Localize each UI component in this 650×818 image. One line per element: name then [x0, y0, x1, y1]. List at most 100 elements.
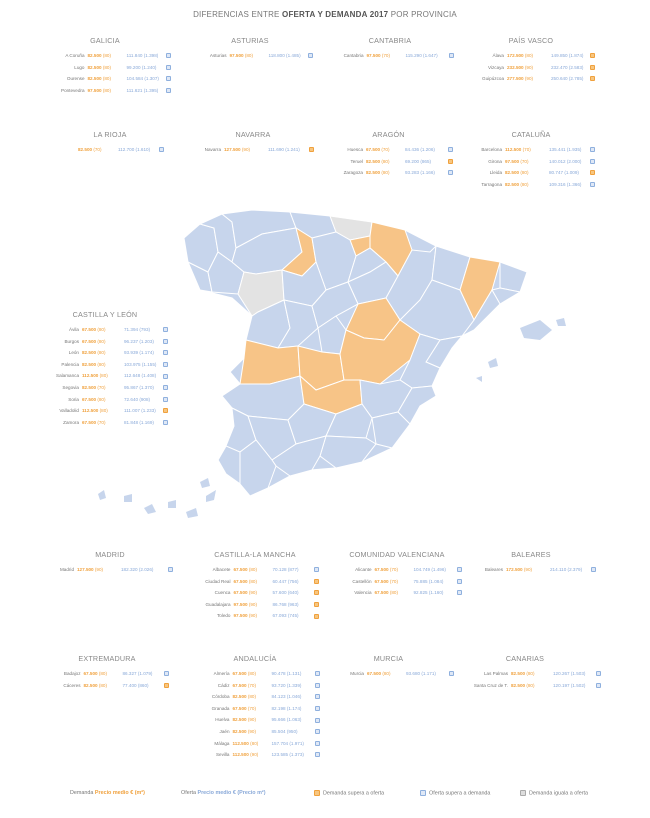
house-blue-icon — [596, 682, 601, 688]
province-name: Ávila — [69, 327, 79, 332]
province-rows: Huesca 67.500 (70) 84.436 (1.206) Teruel 82.… — [316, 144, 461, 179]
house-blue-icon — [314, 717, 320, 723]
house-orange-icon — [313, 613, 319, 619]
house-blue-icon — [165, 53, 171, 59]
house-orange-icon — [590, 170, 595, 176]
demand-price: 112.500 (80) — [82, 373, 108, 379]
province-rows: Murcia 67.500 (80) 93.680 (1.171) — [316, 668, 461, 680]
offer-price: 157.704 (1.971) — [271, 740, 304, 746]
province-name: Teruel — [350, 158, 363, 164]
province-name: Cuenca — [214, 590, 231, 596]
offer-price: 118.800 (1.485) — [268, 53, 301, 58]
house-blue-icon — [591, 567, 596, 573]
demand-price: 172.500 (80) — [507, 53, 534, 58]
legend-demand: Demanda Precio medio € (m²) — [70, 790, 145, 796]
province-name: Zaragoza — [343, 170, 363, 176]
region-13: EXTREMADURA Badajoz 67.500 (80) 86.327 (1.0… — [32, 654, 182, 691]
province-name: Guadalajara — [205, 601, 231, 607]
demand-price: 97.500 (80) — [87, 87, 112, 93]
province-name: Cádiz — [217, 682, 230, 688]
offer-price: 214.110 (2.379) — [550, 567, 583, 572]
house-blue-icon — [314, 729, 320, 735]
demand-price: 82.500 (80) — [82, 350, 106, 356]
demand-price: 82.500 (90) — [232, 717, 257, 723]
house-blue-icon — [314, 671, 320, 677]
demand-price: 67.500 (80) — [83, 671, 108, 676]
legend-offer-exceeds: Oferta supera a demanda — [420, 790, 490, 796]
demand-price: 82.500 (70) — [78, 147, 102, 152]
house-blue-icon — [448, 170, 453, 176]
offer-price: 95.867 (1.370) — [124, 384, 154, 390]
demand-price: 127.500 (90) — [77, 567, 104, 572]
offer-price: 93.720 (1.339) — [271, 682, 302, 688]
house-blue-icon — [590, 147, 595, 153]
demand-price: 67.500 (70) — [232, 682, 257, 688]
offer-price: 90.478 (1.131) — [271, 671, 302, 676]
region-8: CASTILLA Y LEÓN Ávila 67.500 (80) 71.394 (7… — [30, 310, 180, 428]
offer-price: 112.648 (1.408) — [124, 373, 157, 379]
province-rows: Alicante 67.500 (70) 104.749 (1.496) Castel… — [322, 564, 472, 599]
house-blue-icon — [448, 147, 453, 153]
offer-price: 232.470 (2.583) — [551, 64, 584, 70]
province-name: Lleida — [489, 170, 502, 176]
house-blue-icon — [590, 182, 595, 188]
offer-price: 77.400 (860) — [122, 682, 149, 688]
house-blue-icon — [163, 327, 168, 333]
region-5: NAVARRA Navarra 127.500 (90) 111.690 (1.241… — [188, 130, 318, 156]
province-rows: 82.500 (70) 112.700 (1.610) — [50, 144, 170, 156]
region-title: MURCIA — [373, 654, 404, 663]
province-name: Valencia — [354, 590, 372, 596]
demand-price: 67.500 (70) — [374, 567, 399, 572]
province-rows: Barcelona 112.500 (70) 135.441 (1.935) Giro… — [456, 144, 606, 190]
offer-price: 182.320 (2.026) — [121, 567, 154, 572]
offer-price: 99.200 (1.240) — [126, 64, 157, 70]
offer-price: 60.447 (756) — [272, 578, 299, 584]
province-name: León — [68, 350, 79, 356]
offer-price: 112.700 (1.610) — [118, 147, 151, 152]
province-name: Burgos — [64, 338, 79, 344]
province-name: Granada — [211, 705, 230, 711]
region-4: LA RIOJA 82.500 (70) 112.700 (1.610) — [50, 130, 170, 156]
demand-price: 97.500 (70) — [366, 53, 391, 58]
offer-price: 120.267 (1.503) — [553, 671, 586, 676]
province-rows: Badajoz 67.500 (80) 86.327 (1.079) Cáceres 8… — [32, 668, 182, 691]
demand-price: 112.500 (90) — [232, 752, 259, 758]
demand-price: 67.500 (80) — [233, 567, 258, 572]
map-girona — [499, 261, 528, 293]
map-baleares — [476, 318, 566, 382]
offer-price: 250.640 (2.785) — [551, 76, 584, 82]
province-name: Ourense — [66, 76, 85, 82]
region-title: CATALUÑA — [511, 130, 551, 139]
house-blue-icon — [163, 396, 168, 402]
house-orange-icon — [590, 76, 595, 82]
offer-price: 123.585 (1.373) — [271, 752, 304, 758]
demand-price: 232.500 (90) — [507, 64, 534, 70]
demand-price: 67.500 (70) — [366, 147, 390, 152]
region-title: LA RIOJA — [93, 130, 127, 139]
demand-price: 277.500 (90) — [507, 76, 534, 82]
province-rows: A Coruña 82.500 (80) 111.840 (1.398) Lugo 82… — [30, 50, 180, 96]
house-blue-icon — [165, 76, 171, 82]
province-name: Lugo — [74, 64, 85, 70]
demand-price: 82.500 (80) — [366, 170, 390, 176]
offer-price: 75.885 (1.084) — [413, 578, 444, 584]
offer-price: 109.316 (1.366) — [549, 181, 582, 187]
region-1: ASTURIAS Asturias 97.500 (80) 118.800 (1.48… — [180, 36, 320, 62]
legend-offer: Oferta Precio medio € (Precio m²) — [181, 790, 266, 796]
region-title: MADRID — [95, 550, 125, 559]
house-blue-icon — [314, 740, 320, 746]
region-title: GALICIA — [90, 36, 120, 45]
demand-price: 67.500 (70) — [232, 705, 257, 711]
region-title: CASTILLA-LA MANCHA — [214, 550, 296, 559]
map-caceres — [239, 339, 301, 385]
offer-price: 111.690 (1.241) — [268, 147, 300, 152]
offer-price: 92.825 (1.160) — [413, 590, 444, 596]
house-blue-icon — [163, 671, 169, 677]
demand-price: 82.500 (80) — [505, 181, 529, 187]
region-7: CATALUÑA Barcelona 112.500 (70) 135.441 (1.… — [456, 130, 606, 190]
demand-price: 82.500 (80) — [83, 682, 108, 688]
offer-price: 84.123 (1.046) — [271, 694, 302, 700]
map-cadiz — [239, 439, 277, 497]
offer-price: 71.394 (793) — [124, 327, 151, 332]
demand-price: 82.500 (80) — [511, 671, 535, 676]
